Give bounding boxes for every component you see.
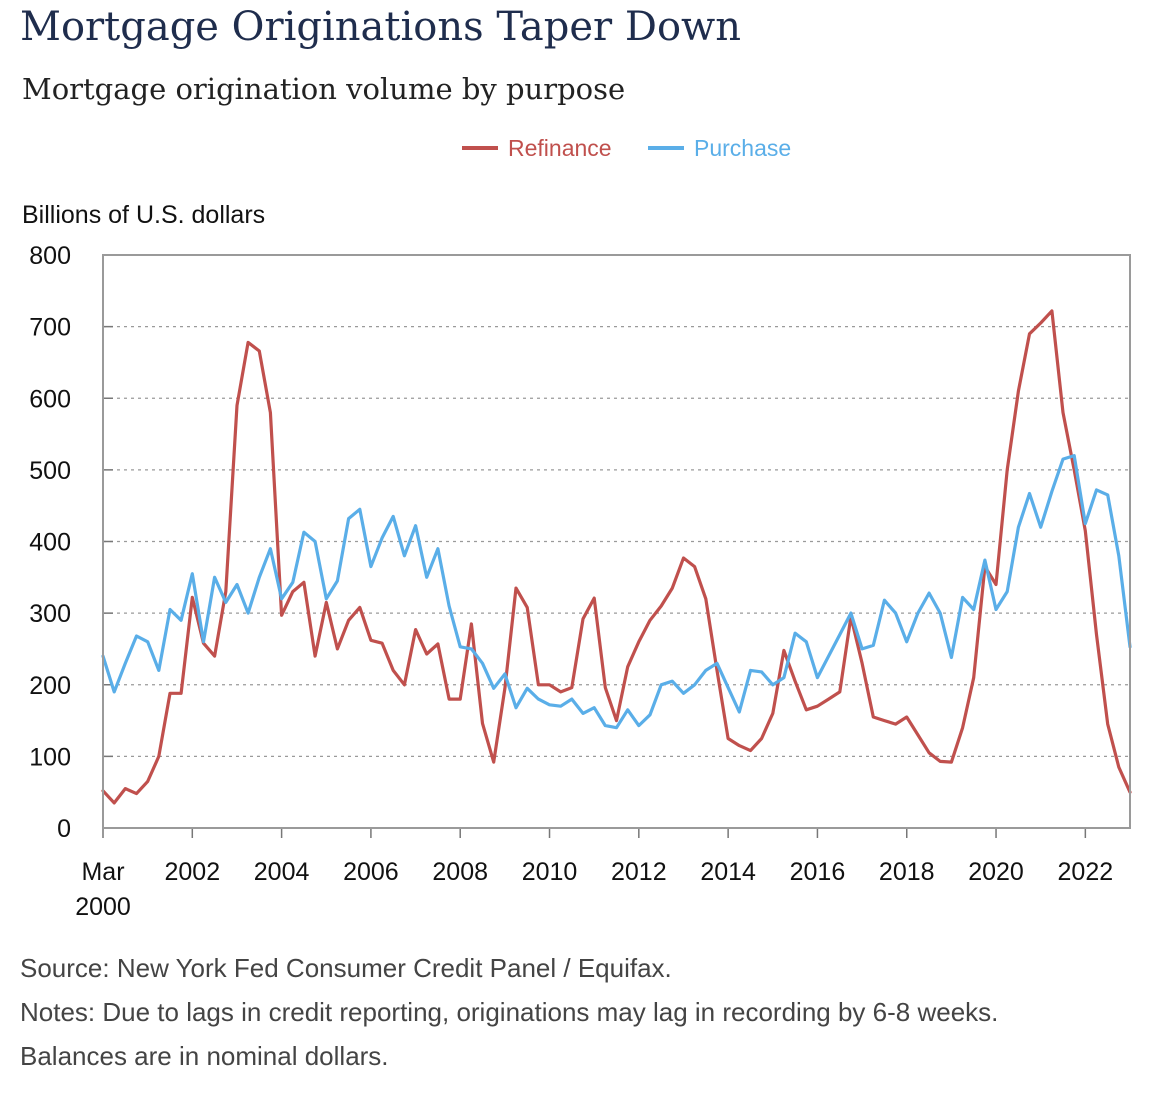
legend: Refinance Purchase [462, 135, 791, 161]
x-tick-label: 2020 [968, 858, 1024, 886]
x-tick-label: 2008 [432, 858, 488, 886]
line-chart: Refinance Purchase Billions of U.S. dolla… [22, 135, 1132, 920]
chart-subtitle: Mortgage origination volume by purpose [22, 72, 626, 106]
y-tick-label: 300 [29, 600, 71, 628]
series-lines [101, 309, 1132, 805]
chart-title: Mortgage Originations Taper Down [20, 4, 742, 50]
x-tick-label: 2014 [700, 858, 756, 886]
y-tick-label: 800 [29, 242, 71, 270]
x-tick-label: 2006 [343, 858, 399, 886]
x-tick-label: 2022 [1058, 858, 1114, 886]
y-axis-label: Billions of U.S. dollars [22, 201, 265, 229]
y-tick-label: 400 [29, 529, 71, 557]
notes-text: Notes: Due to lags in credit reporting, … [20, 997, 999, 1071]
series-line-refinance [101, 309, 1132, 805]
x-tick-label: 2018 [879, 858, 935, 886]
x-tick-label: 2010 [522, 858, 578, 886]
y-tick-label: 0 [57, 815, 71, 843]
x-tick-label: 2002 [164, 858, 220, 886]
x-tick-label: 2012 [611, 858, 667, 886]
y-tick-label: 700 [29, 314, 71, 342]
y-axis: 0 100 200 300 400 500 600 700 800 [29, 242, 1130, 843]
source-note: Source: New York Fed Consumer Credit Pan… [20, 953, 672, 983]
y-tick-label: 600 [29, 385, 71, 413]
legend-label-purchase: Purchase [694, 135, 791, 161]
x-tick-label-line2: 2000 [75, 893, 131, 920]
x-tick-label: Mar [81, 858, 124, 886]
y-tick-label: 100 [29, 743, 71, 771]
series-line-purchase [101, 454, 1132, 730]
plot-area-frame [102, 254, 1131, 829]
y-tick-label: 200 [29, 672, 71, 700]
x-tick-label: 2016 [790, 858, 846, 886]
x-axis: Mar 2000 2002 2004 2006 2008 2010 2012 2014 2016 2… [75, 828, 1113, 920]
x-tick-label: 2004 [254, 858, 310, 886]
y-tick-label: 500 [29, 457, 71, 485]
legend-label-refinance: Refinance [508, 135, 612, 161]
